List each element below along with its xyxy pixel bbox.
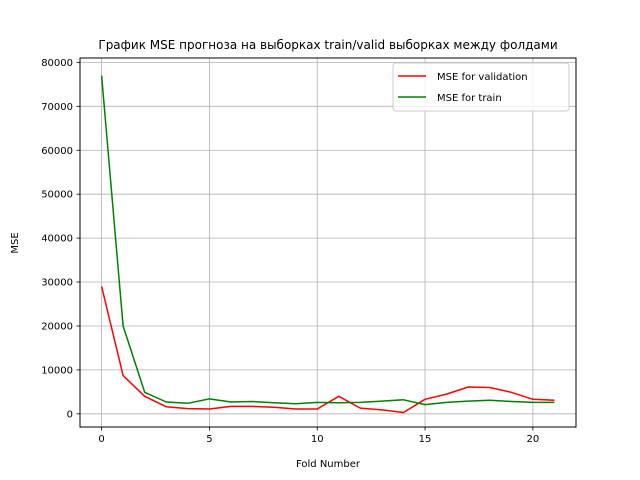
x-tick-label: 15 (419, 434, 432, 445)
y-tick-label: 80000 (41, 58, 73, 69)
y-tick-label: 10000 (41, 365, 73, 376)
y-tick-label: 0 (67, 409, 73, 420)
y-tick-label: 30000 (41, 278, 73, 289)
x-tick-label: 0 (98, 434, 104, 445)
train-series-line (100, 75, 555, 406)
x-ticks: 0 5 10 15 20 (98, 427, 539, 445)
y-axis-label: MSE (10, 232, 21, 253)
chart-title: График MSE прогноза на выборках train/va… (98, 38, 557, 52)
x-tick-label: 10 (311, 434, 324, 445)
legend-label-train: MSE for train (437, 93, 502, 104)
series-lines (100, 75, 555, 414)
y-tick-label: 70000 (41, 102, 73, 113)
legend-box (392, 62, 570, 112)
plot-frame (79, 57, 577, 428)
y-ticks: 0 10000 20000 30000 40000 50000 60000 70000 8000… (41, 58, 80, 420)
y-tick-label: 60000 (41, 146, 73, 157)
x-tick-label: 20 (527, 434, 540, 445)
legend-label-validation: MSE for validation (437, 72, 528, 83)
y-tick-label: 50000 (41, 190, 73, 201)
y-tick-label: 20000 (41, 321, 73, 332)
plot-area (80, 58, 576, 427)
x-tick-label: 5 (206, 434, 212, 445)
x-axis-label: Fold Number (296, 459, 361, 470)
y-tick-label: 40000 (41, 234, 73, 245)
legend: MSE for validation MSE for train (392, 62, 570, 112)
